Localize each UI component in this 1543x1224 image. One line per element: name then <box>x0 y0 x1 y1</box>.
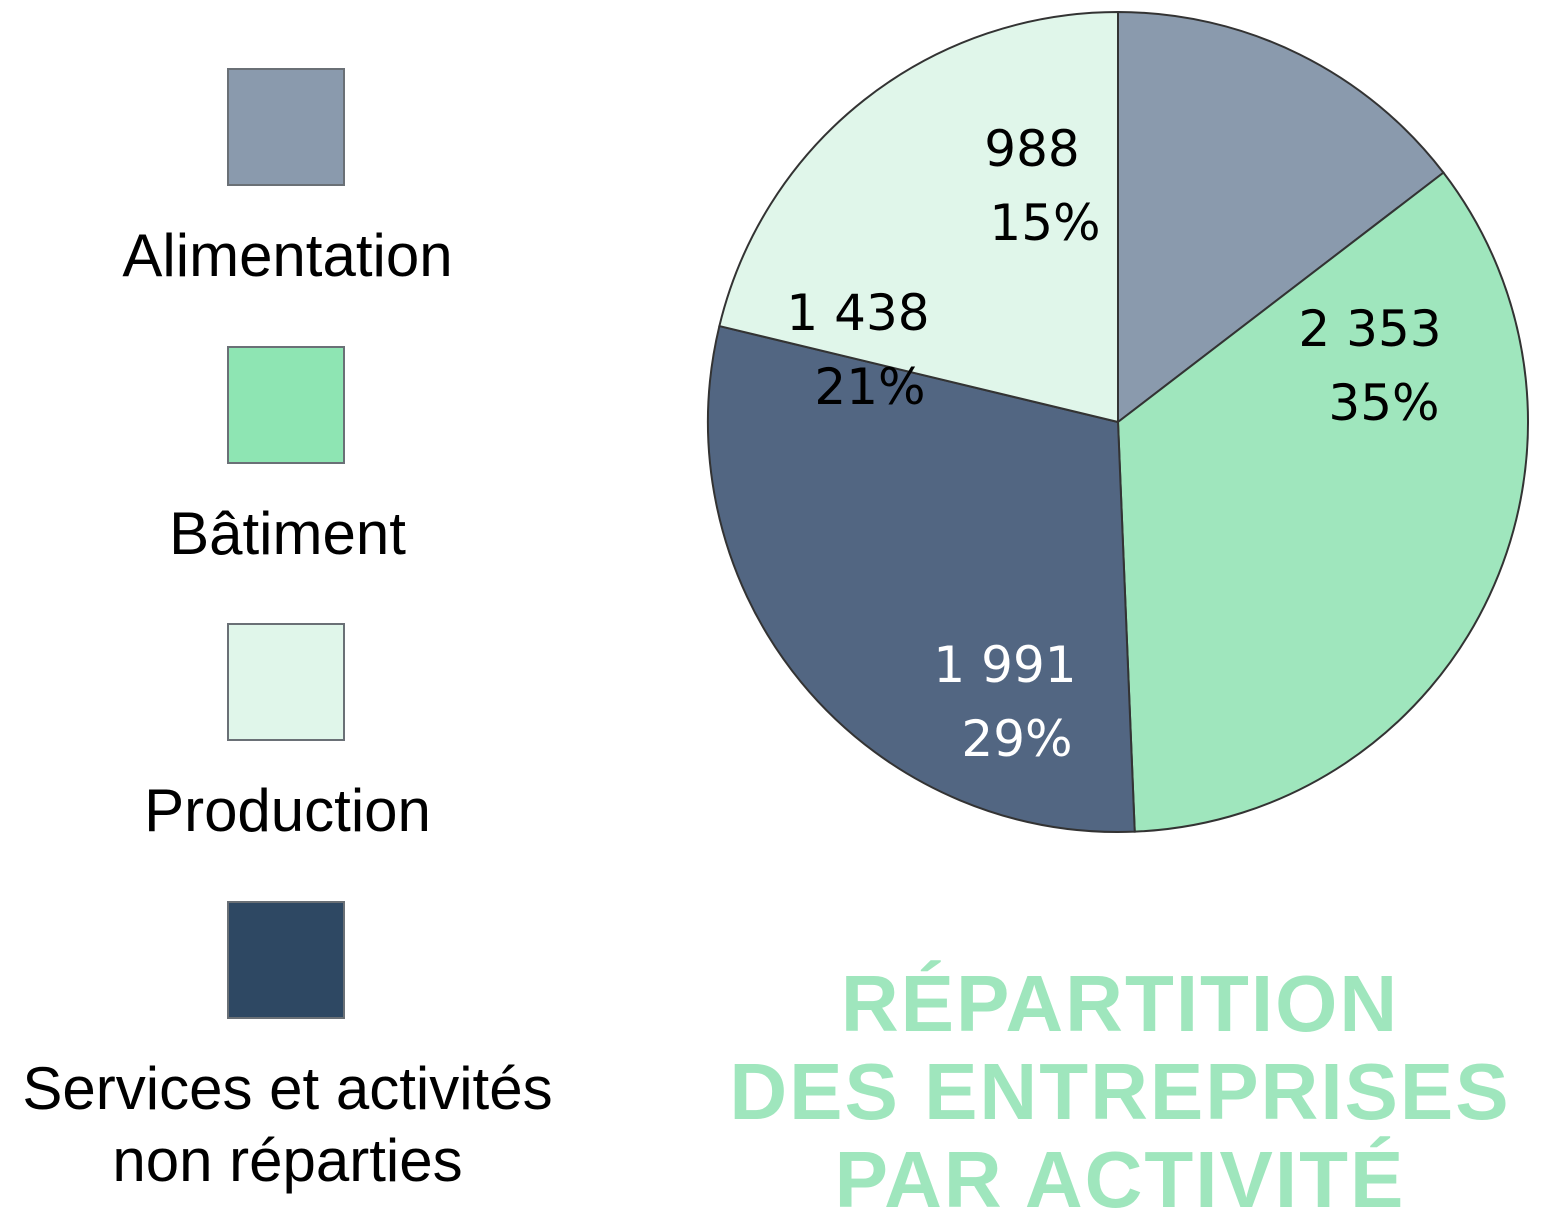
slice-value-label-services: 1 991 <box>933 636 1076 694</box>
slice-percent-label-production: 21% <box>814 358 925 416</box>
chart-title: RÉPARTITION DES ENTREPRISES PAR ACTIVITÉ <box>720 960 1520 1224</box>
legend-swatch-services <box>227 901 345 1019</box>
pie-slice-batiment <box>1116 171 1529 833</box>
slice-percent-label-services: 29% <box>961 710 1072 768</box>
chart-title-line-3: PAR ACTIVITÉ <box>834 1135 1406 1224</box>
slice-value-label-production: 1 438 <box>786 284 929 342</box>
slice-value-label-alimentation: 988 <box>984 120 1079 178</box>
legend-swatch-batiment <box>227 346 345 464</box>
slice-percent-label-batiment: 35% <box>1328 374 1439 432</box>
legend-label-production: Production <box>144 777 431 844</box>
legend-swatch-alimentation <box>227 68 345 186</box>
legend-label-batiment: Bâtiment <box>169 500 406 567</box>
chart-title-line-1: RÉPARTITION <box>840 959 1400 1048</box>
pie-slice-production <box>718 10 1119 424</box>
slice-percent-label-alimentation: 15% <box>989 194 1100 252</box>
legend-swatch-production <box>227 623 345 741</box>
chart-title-line-2: DES ENTREPRISES <box>729 1047 1511 1136</box>
pie-labels: 988 15% 2 353 35% 1 991 29% 1 438 21% <box>786 120 1441 768</box>
pie-slice-alimentation <box>1117 10 1445 425</box>
pie-slices <box>707 10 1529 833</box>
legend: Alimentation Bâtiment Production Service… <box>0 0 575 1216</box>
legend-label-alimentation: Alimentation <box>122 222 453 289</box>
slice-value-label-batiment: 2 353 <box>1298 300 1441 358</box>
legend-label-services: Services et activités non réparties <box>22 1055 553 1194</box>
pie-slice-services <box>707 324 1136 833</box>
